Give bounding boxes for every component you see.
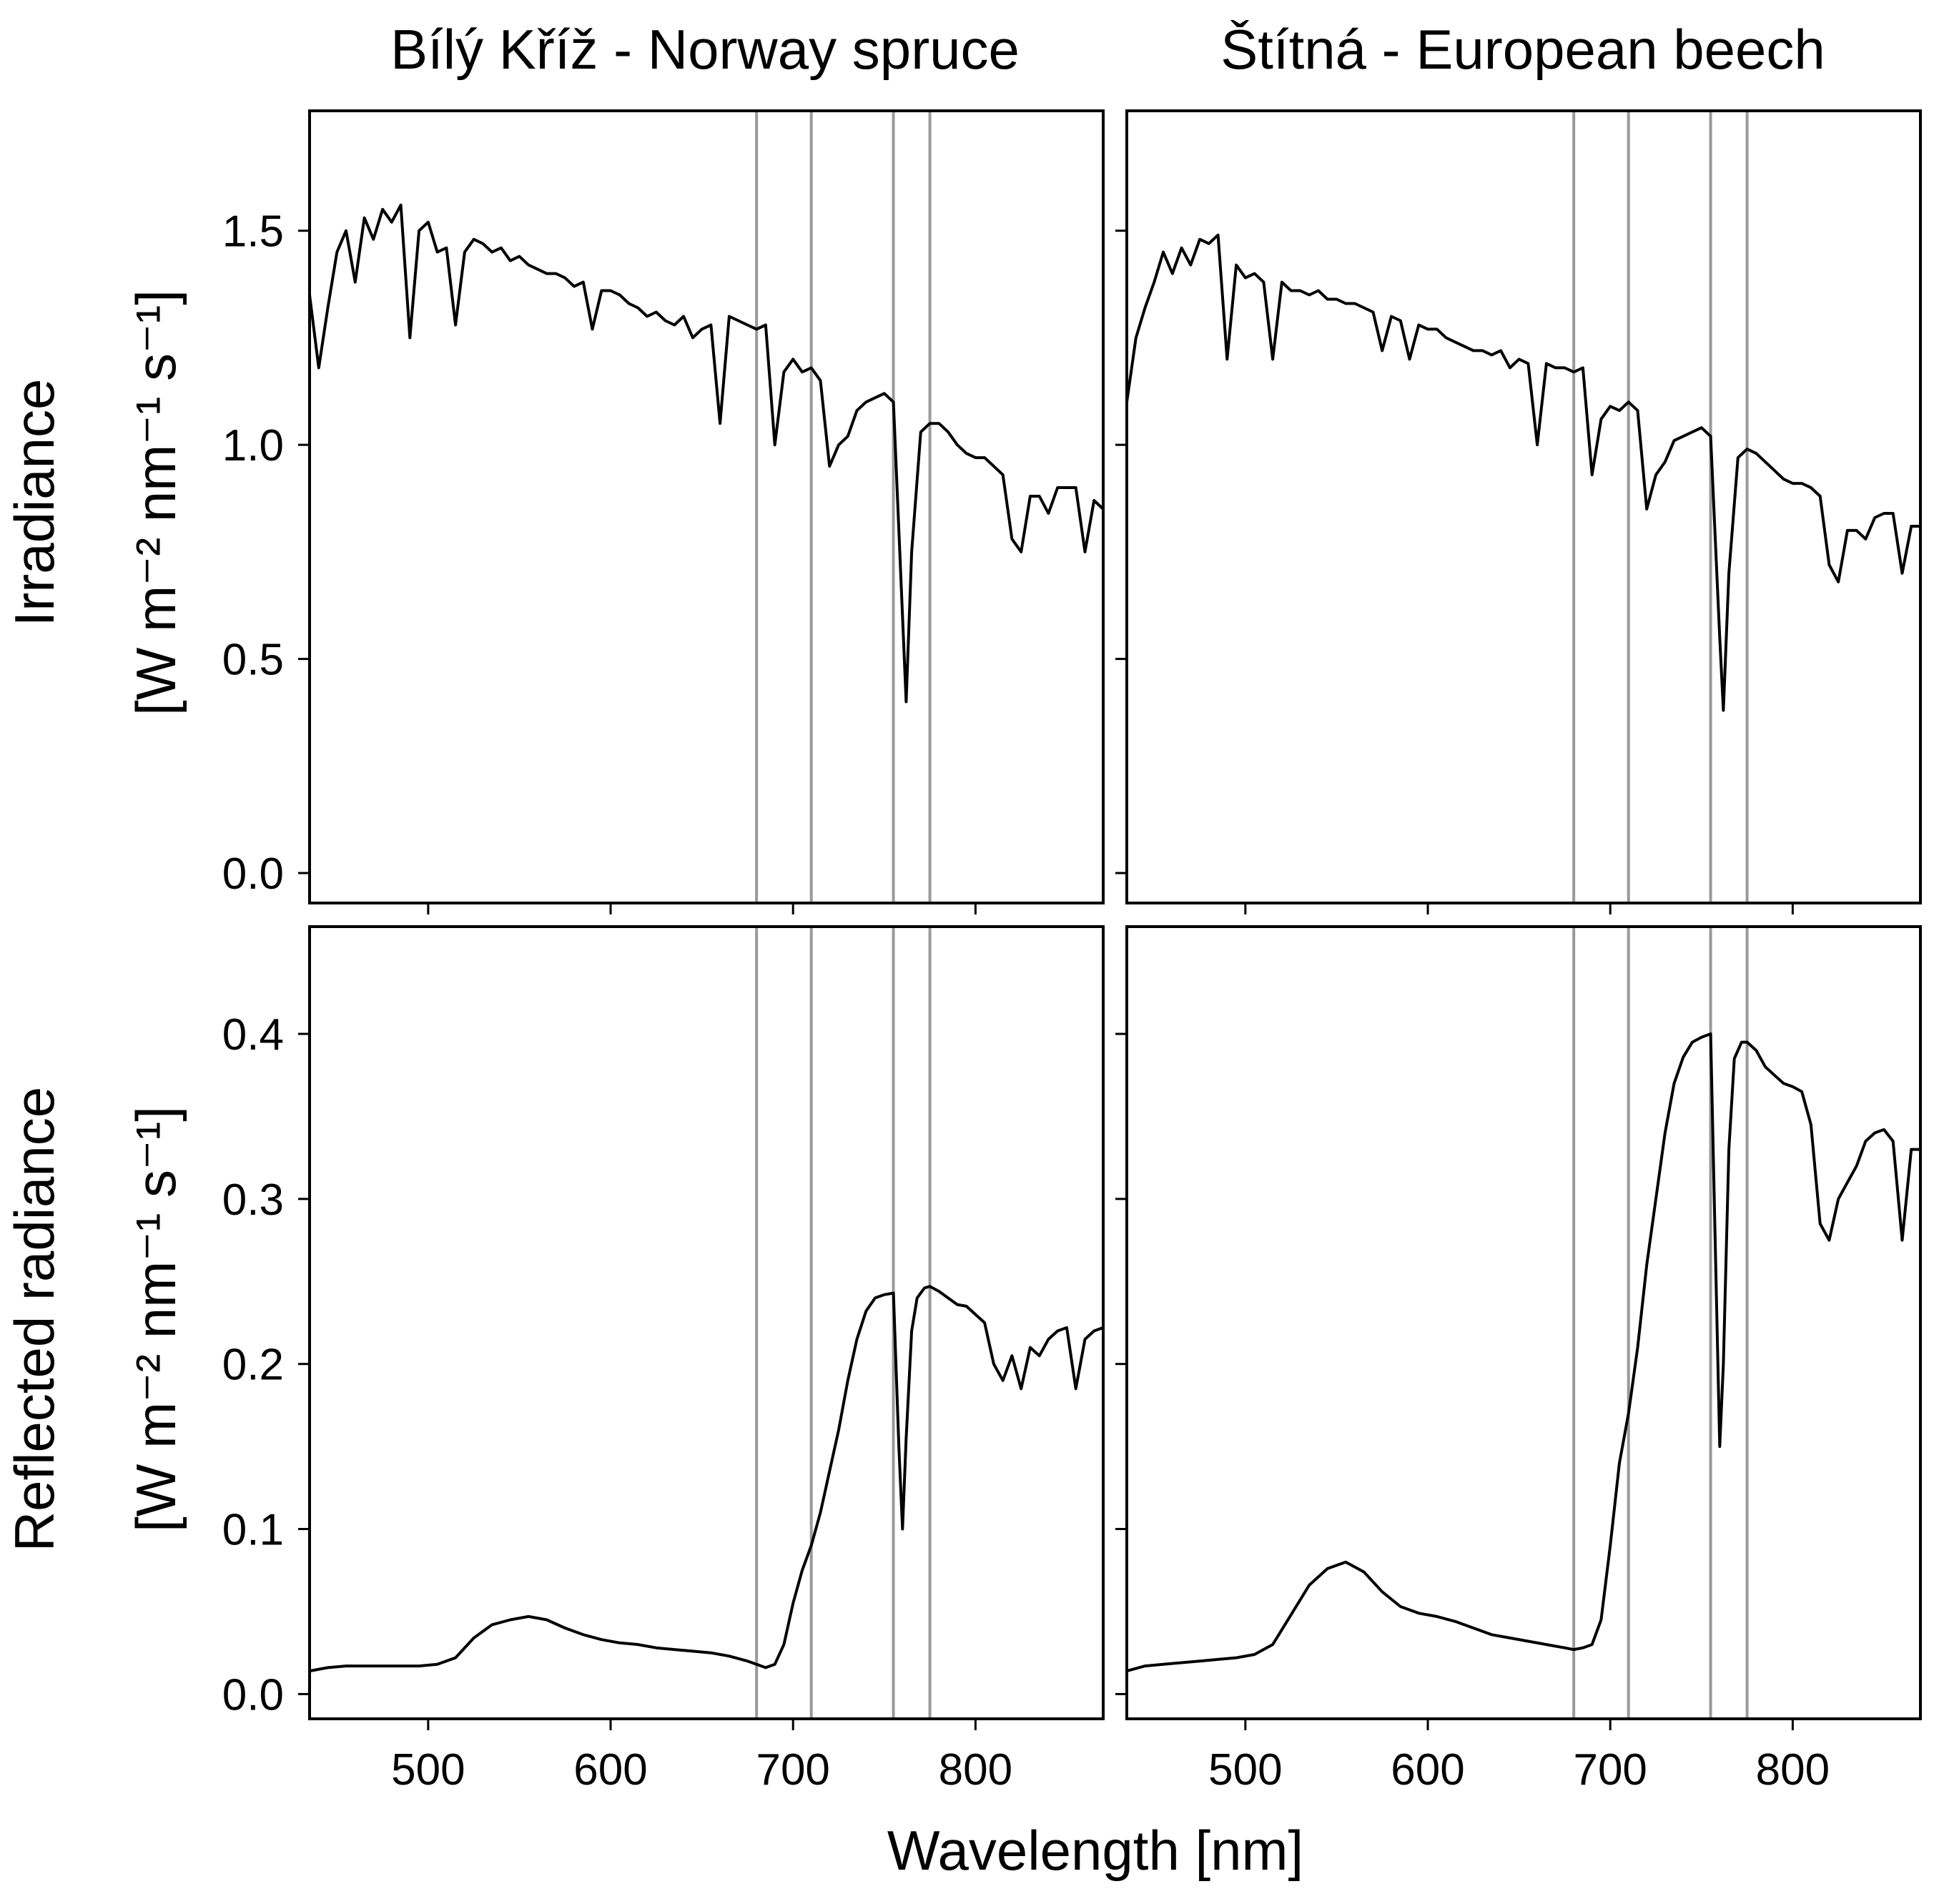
x-tick-label-3-3: 800 <box>1756 1745 1830 1795</box>
panel-frame-0 <box>308 109 1105 904</box>
x-axis-label: Wavelength [nm] <box>887 1819 1303 1882</box>
panel-frame-1 <box>1125 109 1922 904</box>
x-tick-label-3-1: 600 <box>1391 1745 1464 1795</box>
y-axis-label-row1-line1: Reflected radiance <box>3 1087 66 1552</box>
column-title-left: Bílý Kříž - Norway spruce <box>390 18 1020 81</box>
y-tick-label-2-3: 0.3 <box>222 1175 284 1225</box>
y-tick-label-2-1: 0.1 <box>222 1506 284 1555</box>
y-tick-label-2-4: 0.4 <box>222 1010 284 1060</box>
series-line-3 <box>1126 1032 1920 1673</box>
y-axis-label-row1-line2: [W m⁻² nm⁻¹ s⁻¹] <box>124 1106 187 1532</box>
x-tick-label-2-2: 700 <box>756 1745 829 1795</box>
y-tick-label-0-0: 0.0 <box>222 849 284 899</box>
y-tick-label-0-2: 1.0 <box>222 421 284 470</box>
series-line-1 <box>1125 233 1920 712</box>
x-tick-label-3-2: 700 <box>1573 1745 1647 1795</box>
y-tick-label-0-1: 0.5 <box>222 636 284 685</box>
panel-frame-2 <box>308 925 1105 1720</box>
x-tick-label-2-0: 500 <box>391 1745 465 1795</box>
column-title-right: Štítná - European beech <box>1220 18 1825 81</box>
y-tick-label-2-0: 0.0 <box>222 1670 284 1720</box>
series-line-2 <box>309 1285 1104 1673</box>
y-tick-label-2-2: 0.2 <box>222 1341 284 1390</box>
x-tick-label-2-3: 800 <box>939 1745 1012 1795</box>
x-tick-label-3-0: 500 <box>1208 1745 1282 1795</box>
x-tick-label-2-1: 600 <box>573 1745 647 1795</box>
y-axis-label-row0-line2: [W m⁻² nm⁻¹ s⁻¹] <box>124 290 187 716</box>
series-line-0 <box>308 203 1105 704</box>
y-axis-label-row0-line1: Irradiance <box>3 379 66 627</box>
panel-frame-3 <box>1125 925 1922 1720</box>
y-tick-label-0-3: 1.5 <box>222 207 284 257</box>
